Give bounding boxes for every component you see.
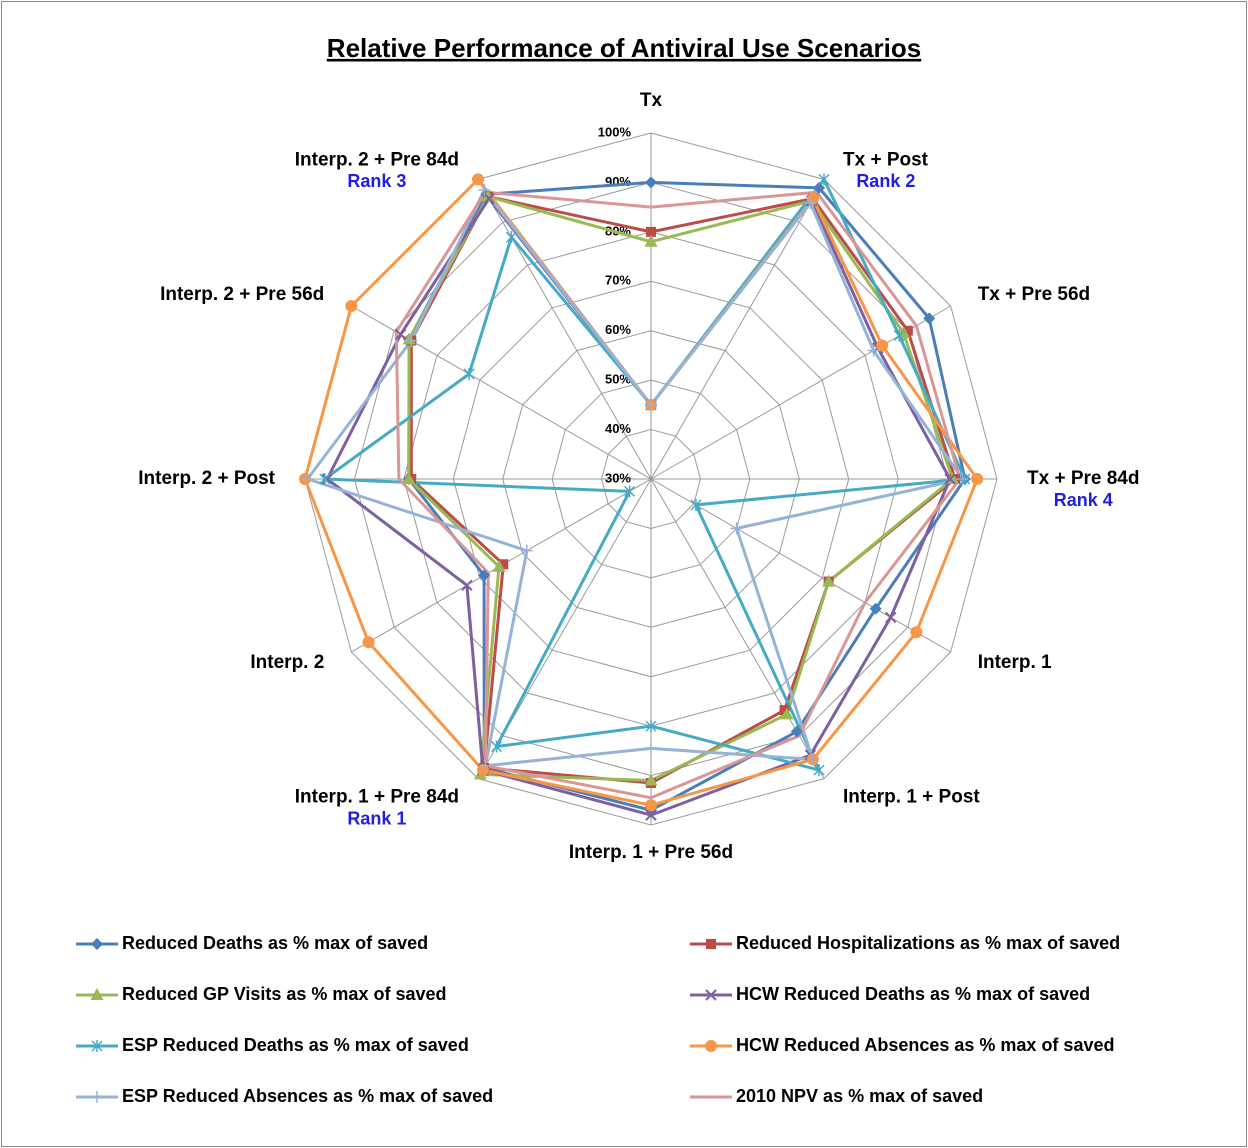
category-label: Interp. 1 xyxy=(978,652,1052,673)
category-label: Tx + Pre 84d xyxy=(1027,468,1139,489)
marker xyxy=(644,773,658,786)
category-label: Interp. 2 xyxy=(250,652,324,673)
marker xyxy=(705,1040,717,1052)
annotation: Rank 4 xyxy=(1054,490,1113,510)
category-label: Tx xyxy=(640,90,663,111)
marker xyxy=(520,544,533,557)
marker xyxy=(910,626,923,639)
r-tick-label: 60% xyxy=(605,322,631,337)
marker xyxy=(321,473,333,485)
marker xyxy=(690,498,702,511)
marker xyxy=(645,799,657,812)
legend-label: Reduced Hospitalizations as % max of sav… xyxy=(736,933,1120,953)
category-label: Tx + Pre 56d xyxy=(978,284,1090,305)
marker xyxy=(645,720,657,733)
marker xyxy=(478,184,491,197)
marker xyxy=(91,1040,103,1052)
marker xyxy=(394,328,407,341)
marker xyxy=(804,196,817,209)
marker xyxy=(806,753,819,766)
marker xyxy=(91,938,103,950)
marker xyxy=(479,759,492,772)
marker xyxy=(319,473,331,485)
spoke xyxy=(650,179,825,480)
marker xyxy=(790,725,803,738)
r-tick-label: 30% xyxy=(605,470,631,485)
marker xyxy=(478,569,491,582)
legend-label: HCW Reduced Absences as % max of saved xyxy=(736,1035,1114,1055)
r-tick-label: 100% xyxy=(598,124,632,139)
marker xyxy=(645,742,657,755)
marker xyxy=(645,176,657,189)
marker xyxy=(780,707,794,720)
marker xyxy=(301,473,314,485)
annotation: Rank 2 xyxy=(856,171,915,191)
legend-label: ESP Reduced Absences as % max of saved xyxy=(122,1086,493,1106)
marker xyxy=(461,579,473,591)
marker xyxy=(971,473,984,485)
marker xyxy=(645,809,657,821)
marker xyxy=(813,181,826,194)
marker xyxy=(624,485,636,498)
marker xyxy=(402,332,416,345)
spoke xyxy=(477,179,652,480)
legend-label: HCW Reduced Deaths as % max of saved xyxy=(736,984,1090,1004)
marker xyxy=(876,339,889,352)
spoke xyxy=(650,478,951,653)
marker xyxy=(345,300,358,312)
marker xyxy=(483,192,495,205)
marker xyxy=(822,574,836,587)
marker xyxy=(491,740,503,753)
marker xyxy=(893,329,905,342)
marker xyxy=(498,559,509,570)
marker xyxy=(492,559,506,572)
category-label: Interp. 2 + Pre 56d xyxy=(160,284,324,305)
marker xyxy=(813,764,825,777)
marker xyxy=(818,173,830,186)
marker xyxy=(944,473,956,485)
category-label: Interp. 2 + Pre 84d xyxy=(295,149,459,170)
category-label: Interp. 2 + Post xyxy=(138,468,275,489)
chart-title: Relative Performance of Antiviral Use Sc… xyxy=(327,33,921,63)
marker xyxy=(706,939,716,949)
marker xyxy=(91,1091,103,1103)
marker xyxy=(705,989,717,1001)
marker xyxy=(902,325,913,336)
marker xyxy=(405,334,418,347)
marker xyxy=(885,611,897,624)
marker xyxy=(505,231,517,244)
marker xyxy=(646,226,656,237)
marker xyxy=(923,312,936,325)
category-label: Interp. 1 + Pre 84d xyxy=(295,787,459,808)
category-label: Interp. 1 + Pre 56d xyxy=(569,842,733,863)
legend-label: Reduced GP Visits as % max of saved xyxy=(122,984,446,1004)
marker xyxy=(869,602,882,615)
marker xyxy=(362,636,375,649)
marker xyxy=(867,344,880,357)
series-line xyxy=(394,190,962,800)
marker xyxy=(779,705,790,716)
annotation: Rank 3 xyxy=(347,171,406,191)
marker xyxy=(463,367,475,380)
r-tick-label: 40% xyxy=(605,421,631,436)
category-label: Interp. 1 + Post xyxy=(843,787,980,808)
marker xyxy=(956,473,969,485)
marker xyxy=(645,398,657,411)
marker xyxy=(730,522,743,535)
category-label: Tx + Post xyxy=(843,149,929,170)
legend-label: ESP Reduced Deaths as % max of saved xyxy=(122,1035,469,1055)
legend-label: 2010 NPV as % max of saved xyxy=(736,1086,983,1106)
marker xyxy=(90,988,104,1000)
r-tick-label: 70% xyxy=(605,273,631,288)
annotation: Rank 1 xyxy=(347,808,406,828)
legend-label: Reduced Deaths as % max of saved xyxy=(122,933,428,953)
marker xyxy=(644,234,658,247)
marker xyxy=(472,173,484,186)
marker xyxy=(402,472,416,484)
marker xyxy=(481,189,495,202)
